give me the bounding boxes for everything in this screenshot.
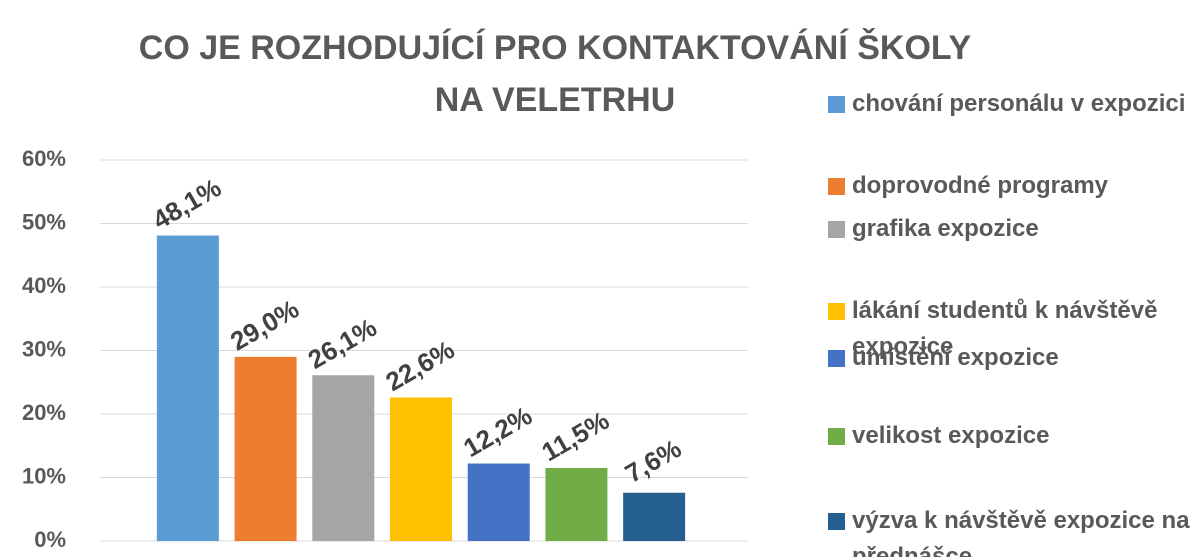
bar xyxy=(390,397,452,541)
data-label: 26,1% xyxy=(303,312,382,375)
y-tick-label: 50% xyxy=(22,209,66,234)
y-tick-label: 10% xyxy=(22,463,66,488)
legend-swatch xyxy=(828,350,845,367)
chart-title: CO JE ROZHODUJÍCÍ PRO KONTAKTOVÁNÍ ŠKOLY… xyxy=(138,29,972,119)
legend-label: chování personálu v expozici xyxy=(852,90,1186,117)
legend-label: lákání studentů k návštěvě expozice xyxy=(852,297,1158,360)
y-tick-label: 20% xyxy=(22,400,66,425)
legend-item: výzva k návštěvě expozice na přednášce xyxy=(828,503,1199,557)
bar xyxy=(234,356,297,541)
legend-item: chování personálu v expozici xyxy=(828,86,1199,122)
data-label: 48,1% xyxy=(147,172,226,235)
legend-item: doprovodné programy xyxy=(828,168,1199,204)
legend-label: velikost expozice xyxy=(852,422,1050,449)
bar xyxy=(156,235,219,541)
legend-item: grafika expozice xyxy=(828,211,1199,247)
legend-label: umístění expozice xyxy=(852,344,1059,371)
legend-label: doprovodné programy xyxy=(852,172,1109,199)
bar xyxy=(545,467,608,541)
data-label: 22,6% xyxy=(381,334,460,397)
legend-label: výzva k návštěvě expozice na přednášce xyxy=(852,507,1190,557)
data-label: 29,0% xyxy=(225,294,304,357)
legend-swatch xyxy=(828,303,845,320)
y-tick-label: 40% xyxy=(22,273,66,298)
data-label: 7,6% xyxy=(620,433,686,489)
legend-swatch xyxy=(828,428,845,445)
legend-swatch xyxy=(828,178,845,195)
legend-item: lákání studentů k návštěvě expozice xyxy=(828,293,1199,365)
legend-swatch xyxy=(828,513,845,530)
legend-item: umístění expozice xyxy=(828,340,1199,376)
y-tick-label: 0% xyxy=(34,527,66,552)
bar xyxy=(312,375,375,541)
legend-label: grafika expozice xyxy=(852,215,1039,242)
legend-swatch xyxy=(828,96,845,113)
y-tick-label: 60% xyxy=(22,146,66,171)
data-label: 12,2% xyxy=(458,400,537,463)
bar xyxy=(467,463,530,541)
legend-item: velikost expozice xyxy=(828,418,1199,454)
y-tick-label: 30% xyxy=(22,336,66,361)
legend-swatch xyxy=(828,221,845,238)
bar xyxy=(623,492,686,541)
